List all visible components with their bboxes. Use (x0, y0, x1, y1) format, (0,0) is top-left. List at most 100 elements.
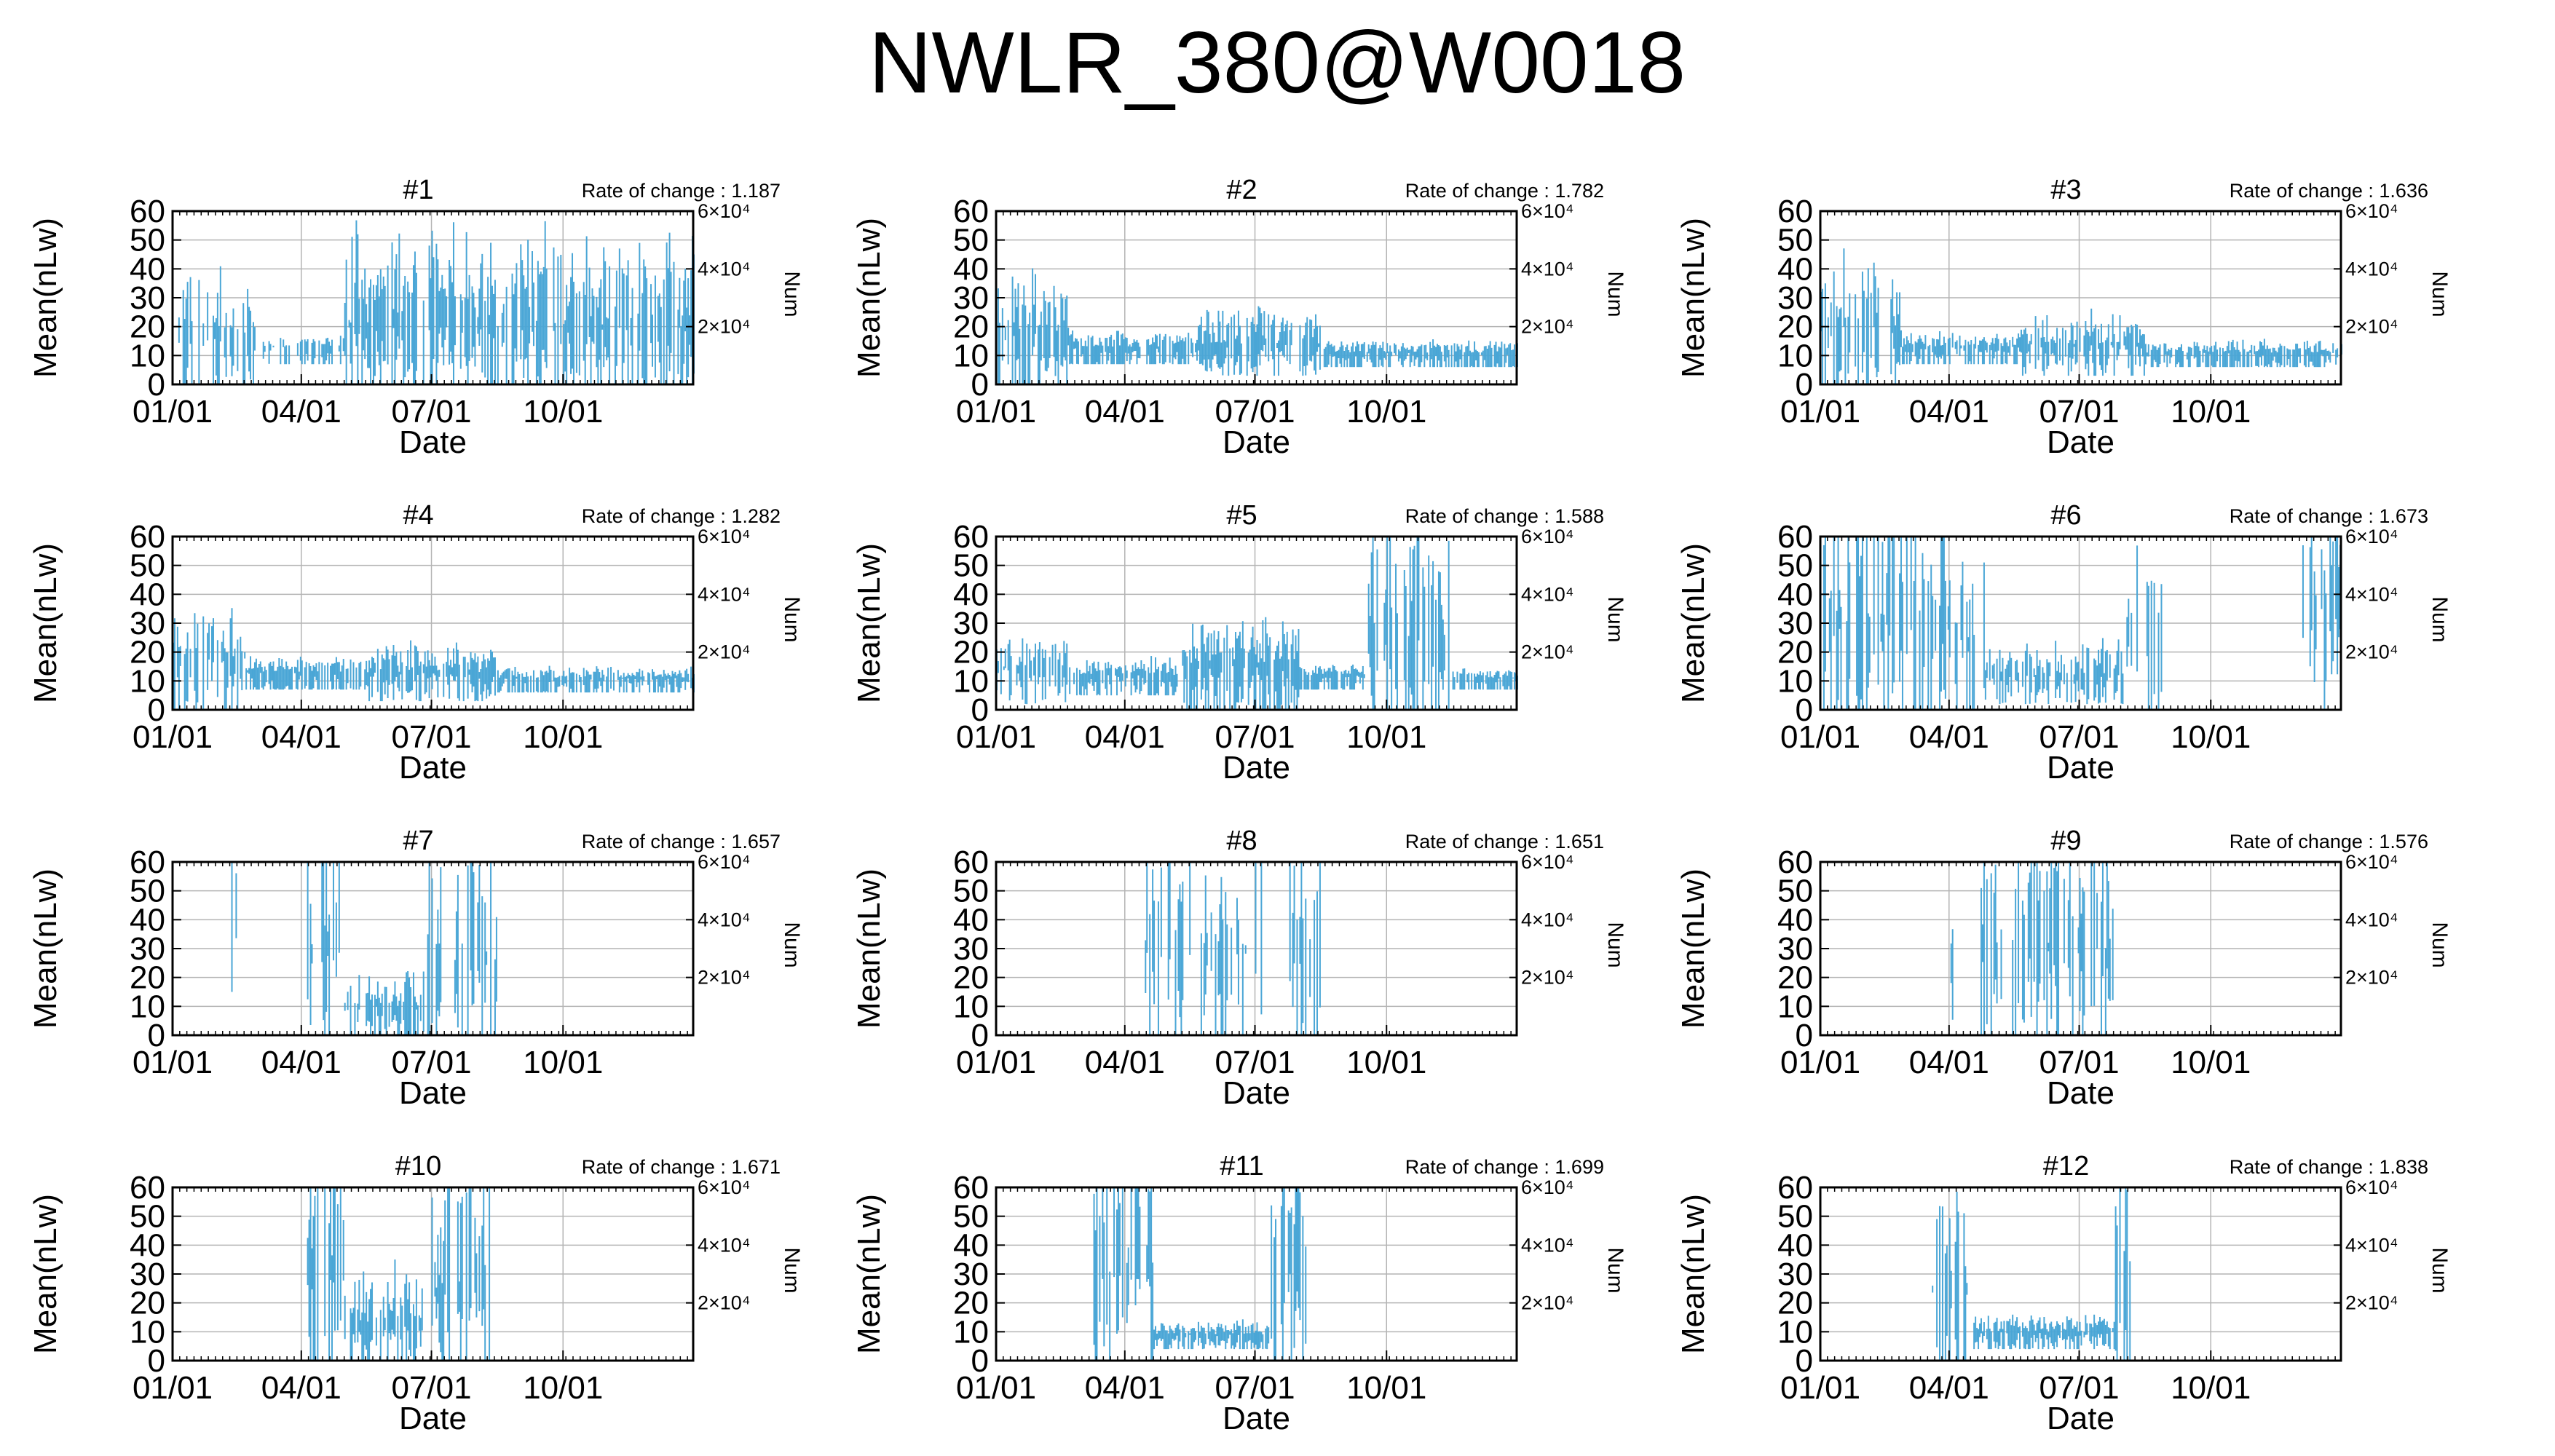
right-axis-label: Num (1603, 596, 1627, 642)
panel-title: #2 (1226, 175, 1257, 205)
series-bars (1093, 1187, 1307, 1361)
right-tick-label: 2×10⁴ (698, 641, 750, 663)
right-tick-label: 4×10⁴ (698, 583, 750, 605)
y-tick-label: 0 (1796, 1343, 1813, 1379)
y-tick-label: 0 (148, 1018, 165, 1053)
y-tick-label: 40 (1777, 902, 1813, 938)
right-tick-label: 6×10⁴ (1521, 1176, 1573, 1198)
y-tick-label: 10 (130, 338, 165, 373)
series-bars (1145, 862, 1321, 1035)
right-axis-label: Num (1603, 271, 1627, 317)
y-tick-label: 60 (130, 844, 165, 880)
y-tick-label: 50 (130, 548, 165, 584)
y-tick-label: 30 (953, 1257, 989, 1292)
right-tick-label: 2×10⁴ (1521, 967, 1573, 989)
rate-of-change: Rate of change : 1.576 (2230, 831, 2428, 852)
y-tick-label: 20 (1777, 960, 1813, 996)
right-tick-label: 6×10⁴ (698, 851, 750, 873)
y-tick-label: 10 (1777, 1314, 1813, 1350)
right-tick-label: 2×10⁴ (2345, 316, 2398, 338)
y-tick-label: 40 (1777, 1227, 1813, 1263)
panel-title: #10 (395, 1151, 441, 1182)
y-tick-label: 10 (130, 663, 165, 699)
right-tick-label: 4×10⁴ (1521, 1234, 1573, 1256)
x-tick-label: 10/01 (1346, 394, 1426, 430)
y-tick-label: 30 (1777, 280, 1813, 316)
series-bars (178, 220, 695, 384)
rate-of-change: Rate of change : 1.282 (582, 505, 781, 527)
series-bars (1820, 248, 2342, 384)
y-tick-label: 20 (953, 1286, 989, 1321)
y-tick-label: 30 (953, 606, 989, 641)
y-tick-label: 50 (953, 223, 989, 258)
right-axis-label: Num (2428, 922, 2452, 968)
y-tick-label: 20 (1777, 309, 1813, 345)
y-tick-label: 30 (953, 931, 989, 967)
rate-of-change: Rate of change : 1.699 (1405, 1156, 1604, 1178)
x-tick-label: 07/01 (1215, 1045, 1295, 1080)
rate-of-change: Rate of change : 1.651 (1405, 831, 1604, 852)
y-tick-label: 20 (130, 635, 165, 670)
y-tick-label: 0 (148, 367, 165, 403)
y-axis-label: Mean(nLw) (1675, 543, 1711, 703)
y-tick-label: 50 (1777, 548, 1813, 584)
right-tick-label: 2×10⁴ (698, 967, 750, 989)
x-tick-label: 07/01 (1215, 1370, 1295, 1406)
x-tick-label: 07/01 (391, 719, 471, 755)
rate-of-change: Rate of change : 1.673 (2230, 505, 2428, 527)
y-axis-label: Mean(nLw) (1675, 869, 1711, 1029)
right-axis-label: Num (780, 596, 804, 642)
x-tick-label: 04/01 (261, 1370, 341, 1406)
y-tick-label: 40 (953, 251, 989, 287)
right-tick-label: 4×10⁴ (2345, 909, 2398, 930)
y-tick-label: 30 (1777, 1257, 1813, 1292)
y-tick-label: 30 (130, 606, 165, 641)
right-tick-label: 6×10⁴ (1521, 200, 1573, 222)
y-tick-label: 10 (1777, 663, 1813, 699)
x-tick-label: 07/01 (1215, 394, 1295, 430)
x-tick-label: 04/01 (1085, 394, 1165, 430)
right-axis-label: Num (1603, 922, 1627, 968)
rate-of-change: Rate of change : 1.588 (1405, 505, 1604, 527)
x-tick-label: 04/01 (1909, 719, 1989, 755)
y-tick-label: 0 (971, 1018, 989, 1053)
y-tick-label: 60 (953, 519, 989, 555)
y-axis-label: Mean(nLw) (851, 543, 887, 703)
right-tick-label: 6×10⁴ (2345, 526, 2398, 547)
x-tick-label: 01/01 (956, 1045, 1036, 1080)
y-tick-label: 40 (130, 902, 165, 938)
y-tick-label: 30 (130, 1257, 165, 1292)
y-tick-label: 20 (953, 309, 989, 345)
y-tick-label: 0 (1796, 1018, 1813, 1053)
rate-of-change: Rate of change : 1.636 (2230, 180, 2428, 202)
y-tick-label: 20 (130, 309, 165, 345)
x-axis-label: Date (1223, 750, 1290, 786)
x-tick-label: 04/01 (261, 1045, 341, 1080)
x-tick-label: 01/01 (1780, 719, 1860, 755)
series-bars (995, 537, 1518, 710)
y-tick-label: 10 (953, 989, 989, 1024)
right-axis-label: Num (2428, 271, 2452, 317)
x-axis-label: Date (1223, 424, 1290, 460)
y-tick-label: 20 (130, 960, 165, 996)
y-tick-label: 60 (1777, 194, 1813, 229)
series-bars (997, 268, 1518, 384)
y-tick-label: 20 (1777, 1286, 1813, 1321)
x-tick-label: 10/01 (1346, 719, 1426, 755)
y-tick-label: 10 (953, 663, 989, 699)
y-tick-label: 40 (130, 1227, 165, 1263)
x-tick-label: 04/01 (1909, 1045, 1989, 1080)
right-tick-label: 6×10⁴ (698, 200, 750, 222)
right-tick-label: 2×10⁴ (2345, 1292, 2398, 1314)
figure-title: NWLR_380@W0018 (869, 14, 1686, 111)
y-axis-label: Mean(nLw) (851, 869, 887, 1029)
y-tick-label: 50 (953, 1199, 989, 1235)
right-tick-label: 6×10⁴ (698, 1176, 750, 1198)
x-tick-label: 04/01 (1085, 1045, 1165, 1080)
x-tick-label: 10/01 (2171, 719, 2251, 755)
panel-title: #6 (2050, 500, 2081, 531)
y-tick-label: 20 (953, 635, 989, 670)
